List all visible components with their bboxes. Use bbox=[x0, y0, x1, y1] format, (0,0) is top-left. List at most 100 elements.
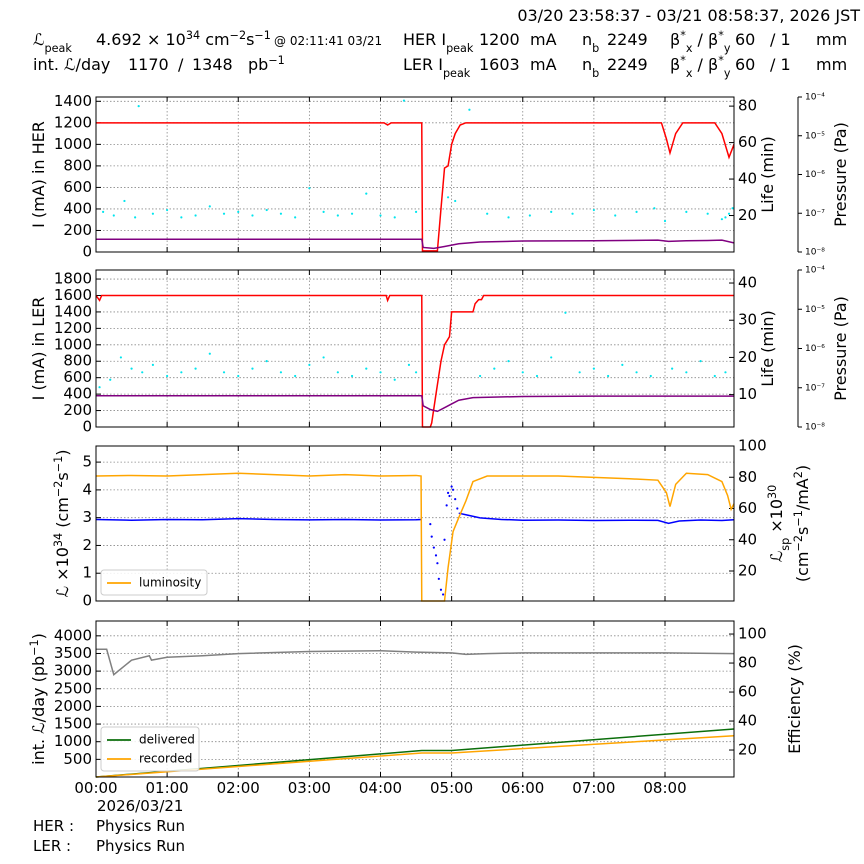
series-point bbox=[112, 214, 115, 217]
series-point bbox=[663, 219, 667, 223]
header-lpeak-unit: × 1034 cm−2s−1 bbox=[147, 29, 271, 50]
y2-tick-label: 80 bbox=[738, 97, 757, 115]
header-ler-beta-label-part: β bbox=[670, 55, 680, 74]
series-point bbox=[141, 371, 144, 374]
series-point bbox=[441, 593, 445, 596]
y3-axis-label: Pressure (Pa) bbox=[831, 122, 850, 227]
header-int-lum-label: int. ℒ/day bbox=[33, 55, 110, 74]
time-range: 03/20 23:58:37 - 03/21 08:58:37, 2026 JS… bbox=[517, 6, 860, 25]
y2-axis-label-part: s bbox=[793, 527, 812, 535]
y-axis-label-part: 34 bbox=[52, 533, 65, 547]
header-ler-ipeak-unit: mA bbox=[530, 55, 557, 74]
series-point bbox=[635, 371, 638, 374]
y2-tick-label: 30 bbox=[738, 311, 757, 329]
header-lpeak-unit-part: −1 bbox=[254, 29, 271, 42]
series-point bbox=[446, 491, 450, 494]
series-point bbox=[98, 386, 101, 389]
y2-tick-label: 60 bbox=[738, 133, 757, 151]
series-point bbox=[564, 311, 567, 314]
y-tick-label: 2500 bbox=[54, 679, 92, 697]
y-tick-label: 500 bbox=[63, 750, 92, 768]
series-point bbox=[119, 356, 122, 359]
series-point bbox=[237, 374, 240, 378]
header-her-beta-label-part: * bbox=[680, 29, 686, 42]
y2-axis-label-part: 2 bbox=[792, 471, 805, 478]
header-her-beta-label-part: y bbox=[724, 42, 731, 55]
y-tick-label: 1400 bbox=[54, 302, 92, 320]
series-point bbox=[685, 210, 688, 213]
series-point bbox=[279, 371, 283, 374]
header-lpeak-unit-part: × 10 bbox=[147, 30, 186, 49]
series-point bbox=[222, 371, 226, 374]
series-point bbox=[614, 214, 617, 217]
header-lpeak-unit-part: 34 bbox=[186, 29, 200, 42]
header-lpeak-value: 4.692 bbox=[96, 30, 142, 49]
y2-tick-label: 100 bbox=[738, 437, 767, 455]
y-tick-label: 4 bbox=[82, 480, 92, 498]
y2-tick-label: 20 bbox=[738, 562, 757, 580]
y-axis-label-part: ) bbox=[53, 450, 72, 456]
series-point bbox=[350, 374, 354, 378]
series-point bbox=[336, 214, 339, 217]
series-point bbox=[430, 535, 433, 538]
header-ler-ipeak-label: LER Ipeak bbox=[403, 55, 471, 80]
y2-tick-label: 20 bbox=[738, 206, 757, 224]
series-point bbox=[493, 367, 496, 370]
header-ler-ipeak-label-part: peak bbox=[443, 67, 471, 80]
series-point bbox=[535, 374, 539, 378]
x-tick-label: 00:00 bbox=[74, 779, 117, 797]
y2-axis-label-part: −1 bbox=[792, 510, 805, 527]
header-lpeak-label: ℒpeak bbox=[33, 30, 72, 55]
series-line bbox=[96, 648, 734, 676]
series-point bbox=[451, 488, 455, 491]
y2-tick-label: 40 bbox=[738, 274, 757, 292]
series-point bbox=[635, 210, 638, 213]
header-ler-beta-label-part: * bbox=[680, 54, 686, 67]
series-point bbox=[592, 208, 595, 212]
y-tick-label: 5 bbox=[82, 453, 92, 471]
series-point bbox=[322, 356, 325, 359]
series-line bbox=[96, 472, 734, 602]
series-point bbox=[393, 216, 396, 219]
header-ler-beta-label-part: * bbox=[718, 54, 724, 67]
header-lpeak-unit-part: cm bbox=[200, 30, 229, 49]
series-point bbox=[649, 374, 652, 378]
y2-axis-label-part: −2 bbox=[792, 535, 805, 552]
header-her-nb-label-part: b bbox=[592, 42, 599, 55]
footer-her-status: Physics Run bbox=[96, 817, 185, 835]
header-her-beta-label-part: x bbox=[686, 42, 693, 55]
header-her-beta-x: 60 bbox=[735, 30, 755, 49]
series-point bbox=[102, 210, 105, 213]
series-point bbox=[379, 214, 382, 217]
header-her-beta-label-part: β bbox=[670, 30, 680, 49]
y3-tick-label: 10⁻⁸ bbox=[805, 248, 825, 258]
y2-axis-label-part: ) bbox=[793, 465, 812, 471]
series-point bbox=[279, 212, 283, 215]
header-ler-nb-label-part: b bbox=[592, 67, 599, 80]
y-axis-label-part: (cm bbox=[53, 497, 72, 533]
y3-tick-label: 10⁻⁴ bbox=[805, 266, 825, 276]
y2-tick-label: 10 bbox=[738, 385, 757, 403]
series-point bbox=[265, 208, 268, 212]
series-point bbox=[437, 577, 440, 580]
header-her-ipeak-unit: mA bbox=[530, 30, 557, 49]
series-point bbox=[653, 207, 656, 210]
header-ler-beta-unit: mm bbox=[816, 55, 847, 74]
series-point bbox=[699, 360, 702, 363]
series-point bbox=[393, 378, 396, 381]
y-tick-label: 600 bbox=[63, 368, 92, 386]
y-tick-label: 1500 bbox=[54, 715, 92, 733]
series-point bbox=[507, 360, 510, 363]
y2-tick-label: 40 bbox=[738, 712, 757, 730]
y3-axis-label: Pressure (Pa) bbox=[831, 296, 850, 401]
x-tick-label: 02:00 bbox=[217, 779, 260, 797]
series-point bbox=[194, 367, 197, 370]
header-her-ipeak-label: HER Ipeak bbox=[403, 30, 474, 55]
x-tick-label: 03:00 bbox=[288, 779, 331, 797]
header-ler-nb-label: nb bbox=[582, 55, 599, 80]
series-point bbox=[208, 352, 211, 355]
series-point bbox=[507, 216, 510, 219]
y2-tick-label: 40 bbox=[738, 170, 757, 188]
y3-tick-label: 10⁻⁶ bbox=[805, 170, 825, 180]
